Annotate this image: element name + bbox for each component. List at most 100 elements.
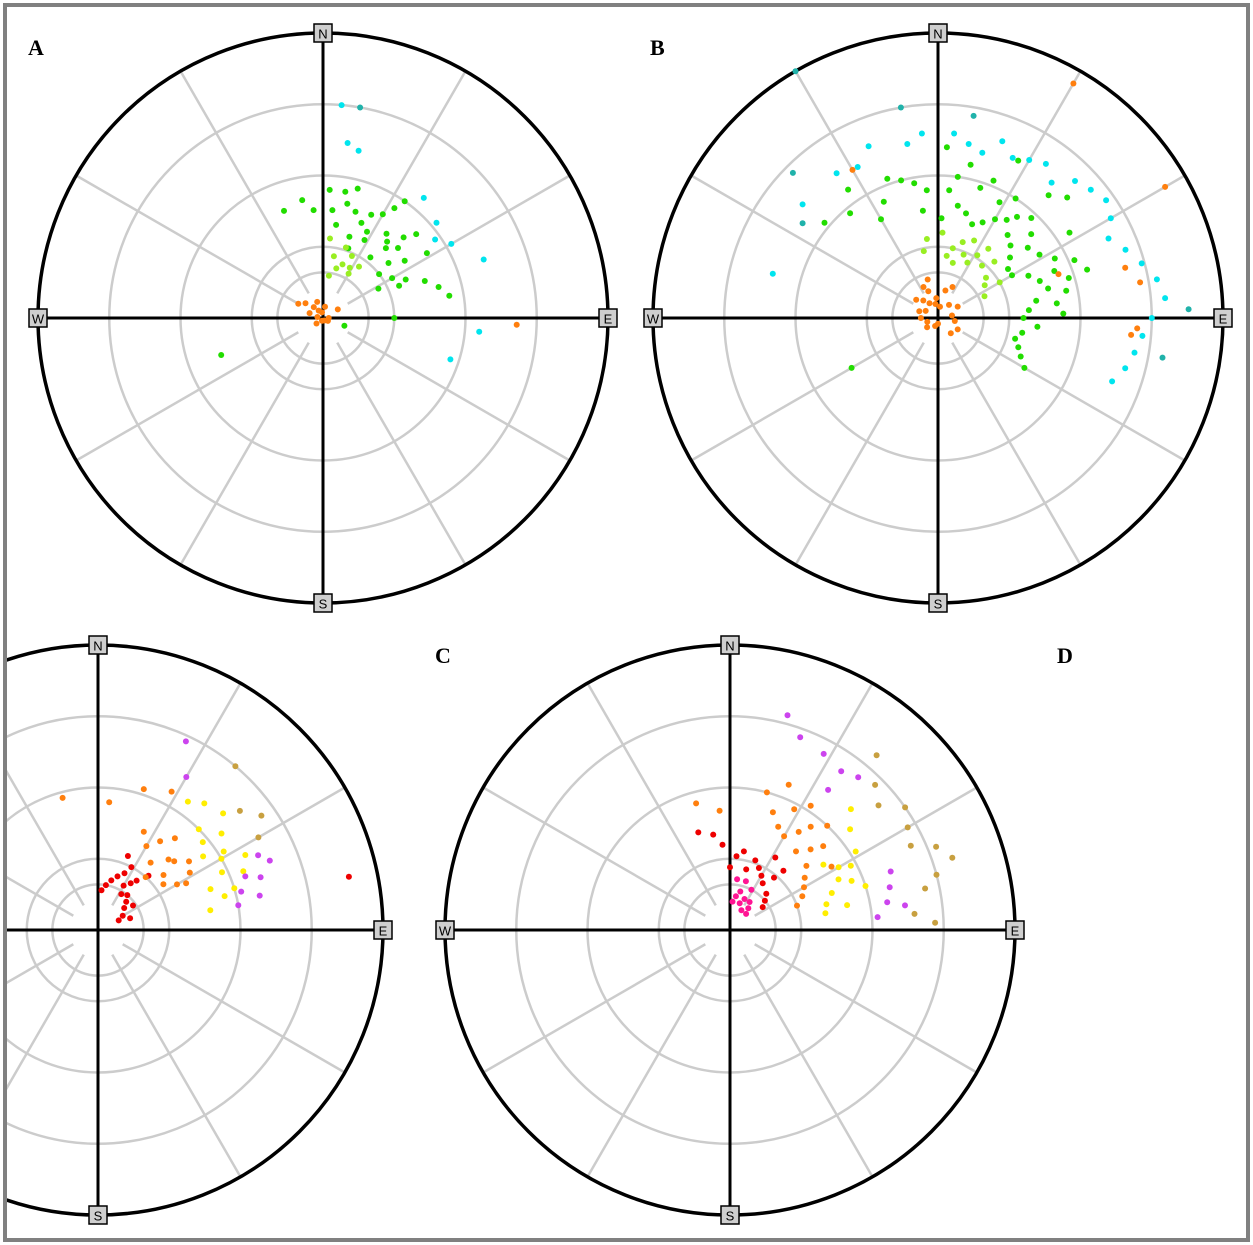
cardinal-north-label: N [88, 635, 108, 655]
data-point-orange [160, 872, 167, 878]
data-point-green [281, 207, 287, 214]
data-point-orange [295, 300, 302, 307]
data-point-green [990, 177, 997, 184]
data-point-green [383, 230, 390, 237]
data-point-green [382, 245, 389, 252]
data-point-cyan [799, 201, 806, 208]
data-point-orange [716, 807, 723, 814]
data-point-orange [310, 304, 317, 311]
data-point-green [368, 211, 375, 218]
svg-text:E: E [379, 924, 388, 939]
grid-spoke [347, 331, 571, 462]
data-point-red [124, 892, 131, 899]
data-point-red [759, 880, 766, 887]
data-point-green [435, 284, 442, 290]
grid-spoke [482, 943, 706, 1074]
data-point-cyan [447, 356, 454, 363]
data-point-orange [794, 902, 800, 909]
data-point-green [1036, 278, 1043, 284]
data-point-lime [974, 252, 981, 259]
svg-text:E: E [604, 312, 613, 327]
data-point-green [1071, 257, 1078, 264]
data-point-cyan [1131, 349, 1138, 356]
data-point-yellow [844, 902, 851, 909]
data-point-pink [748, 886, 755, 893]
svg-text:N: N [318, 27, 327, 42]
data-point-orange [306, 310, 313, 317]
data-point-orange [916, 308, 923, 315]
data-point-magenta [238, 888, 245, 895]
data-point-orange [932, 301, 939, 307]
data-point-orange [334, 306, 341, 313]
data-point-green [1024, 244, 1031, 251]
data-point-red [102, 882, 109, 889]
data-point-lime [345, 270, 352, 277]
grid-spoke [951, 342, 1082, 566]
grid-spoke [754, 786, 978, 917]
data-point-orange [186, 869, 193, 876]
data-point-green [391, 205, 398, 212]
data-point-red [118, 891, 125, 898]
svg-text:E: E [1011, 924, 1020, 939]
data-point-red [108, 877, 115, 884]
data-point-orange [319, 309, 325, 316]
data-point-cyan [1042, 160, 1049, 167]
data-point-orange [769, 809, 776, 816]
svg-text:S: S [94, 1209, 103, 1224]
data-point-cyan [344, 140, 351, 146]
data-point-green [1014, 213, 1020, 220]
data-point-orange [913, 296, 920, 303]
data-point-orange [917, 315, 924, 321]
data-point-red [128, 864, 135, 871]
grid-spoke [794, 342, 925, 566]
data-point-cyan [448, 240, 455, 247]
data-point-lime [964, 259, 971, 266]
data-point-orange [801, 884, 807, 891]
data-point-green [992, 216, 998, 223]
data-point-green [1021, 364, 1028, 371]
data-point-cyan [1148, 315, 1155, 321]
data-point-orange [186, 858, 192, 865]
svg-text:S: S [934, 597, 943, 612]
data-point-cyan [1103, 197, 1110, 204]
data-point-tan [258, 812, 265, 819]
cardinal-east-label: E [1005, 920, 1025, 940]
data-point-red [752, 857, 759, 864]
data-point-tan [933, 843, 940, 850]
data-point-yellow [242, 852, 249, 858]
data-point-orange [314, 298, 321, 305]
data-point-green [1060, 310, 1067, 317]
grid-spoke [482, 786, 706, 917]
data-point-teal [1159, 354, 1166, 361]
data-point-magenta [855, 774, 862, 781]
data-point-green [326, 186, 333, 193]
data-point-cyan [433, 219, 440, 226]
data-point-magenta [257, 874, 264, 881]
data-point-orange [807, 823, 814, 830]
data-point-green [218, 352, 225, 358]
grid-spoke [75, 174, 299, 305]
data-point-orange [165, 856, 172, 863]
cardinal-south-label: S [313, 593, 333, 613]
data-point-cyan [904, 141, 911, 147]
data-point-orange [140, 786, 147, 793]
data-point-yellow [835, 864, 842, 871]
data-point-green [1036, 251, 1043, 258]
data-point-orange [949, 312, 955, 319]
data-point-green [379, 211, 386, 218]
data-point-pink [737, 888, 744, 895]
data-point-red [740, 848, 747, 855]
grid-spoke [690, 174, 914, 305]
data-point-green [396, 282, 403, 289]
data-point-green [919, 207, 926, 214]
data-point-yellow [862, 883, 869, 889]
data-point-orange [947, 330, 954, 337]
data-point-cyan [1138, 260, 1145, 267]
data-point-orange [785, 781, 792, 788]
svg-text:N: N [725, 639, 734, 654]
data-point-orange [174, 881, 180, 888]
data-point-orange [932, 323, 939, 329]
data-point-green [333, 221, 340, 228]
data-point-yellow [828, 890, 835, 896]
